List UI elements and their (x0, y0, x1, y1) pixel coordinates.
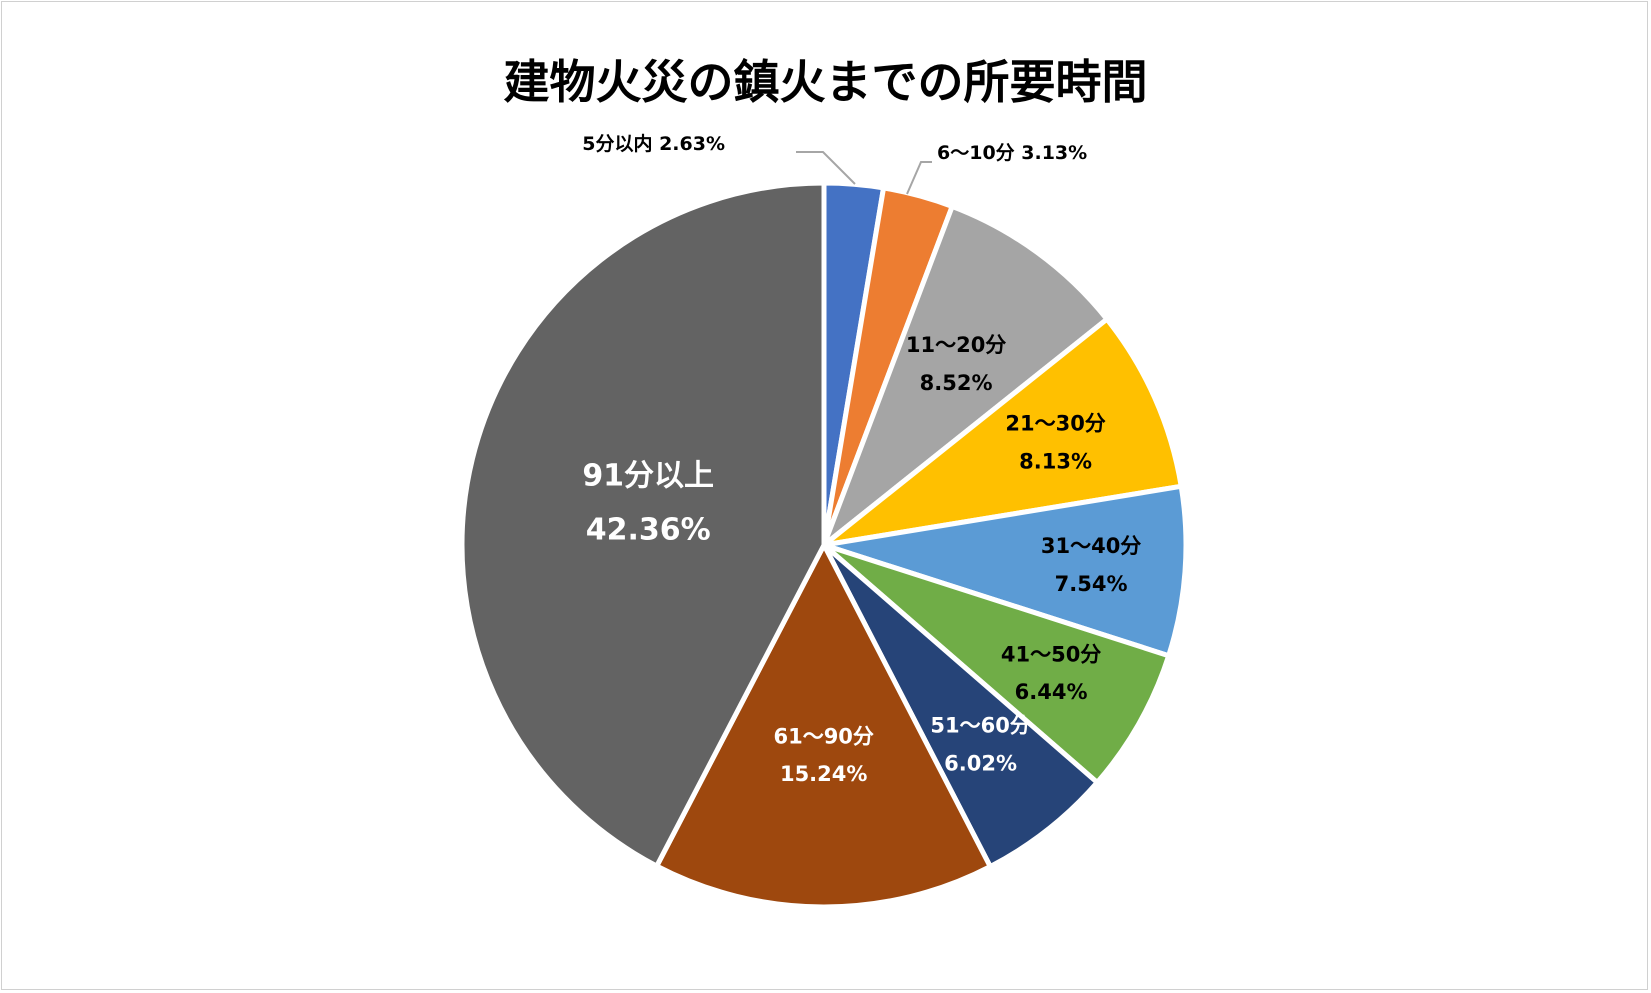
chart-title: 建物火災の鎮火までの所要時間 (503, 55, 1148, 109)
slice-percentage: 7.54% (1055, 572, 1128, 596)
slice-label: 51～60分 (930, 714, 1030, 738)
slice-label: 5分以内 2.63% (582, 132, 725, 155)
pie-slices (459, 180, 1189, 910)
slice-5 (821, 483, 1189, 659)
slice-9 (459, 180, 827, 869)
slice-label: 91分以上 (582, 458, 714, 493)
slice-percentage: 6.02% (944, 752, 1017, 776)
slice-label: 41～50分 (1001, 642, 1101, 666)
slice-percentage: 8.13% (1019, 449, 1092, 473)
pie-labels: 5分以内 2.63% 6～10分 3.13% 11～20分 8.52% 21～30分 8.… (582, 132, 1141, 786)
slice-6 (821, 542, 1172, 785)
slice-label: 61～90分 (773, 724, 873, 748)
slice-percentage: 6.44% (1015, 680, 1088, 704)
slice-label: 11～20分 (906, 333, 1006, 357)
slice-label: 21～30分 (1005, 412, 1105, 436)
leader-line (796, 151, 856, 185)
slice-7 (821, 542, 1100, 870)
leader-line (906, 161, 932, 195)
slice-label: 6～10分 3.13% (937, 142, 1087, 164)
slice-percentage: 15.24% (780, 762, 867, 786)
slice-label: 31～40分 (1041, 534, 1141, 558)
slice-8 (654, 542, 993, 910)
slice-percentage: 8.52% (920, 371, 993, 395)
slice-3 (821, 203, 1110, 548)
slice-4 (821, 316, 1184, 548)
slice-percentage: 42.36% (586, 512, 711, 547)
